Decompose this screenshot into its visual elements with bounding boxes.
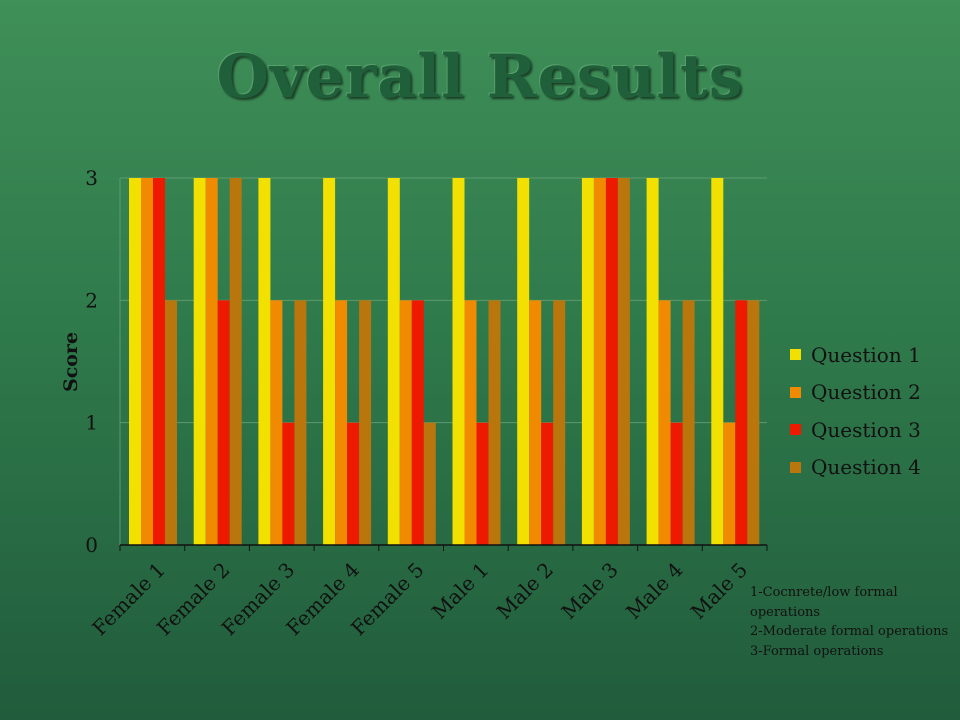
bar-question-1 — [323, 178, 336, 545]
y-tick-label: 2 — [85, 288, 98, 312]
bar-question-4 — [229, 178, 242, 545]
bar-question-4 — [617, 178, 630, 545]
score-key-line-1: 1-Cocnrete/low formal operations — [750, 585, 898, 620]
bar-question-1 — [711, 178, 724, 545]
score-key-note: 1-Cocnrete/low formal operations 2-Moder… — [750, 583, 950, 661]
bar-question-4 — [165, 300, 177, 545]
bar-question-2 — [205, 178, 218, 545]
legend-item-question-2: Question 2 — [790, 374, 921, 412]
legend-item-question-1: Question 1 — [790, 336, 921, 374]
x-tick-label: Male 5 — [686, 558, 752, 624]
legend-label-question-4: Question 4 — [811, 455, 921, 480]
legend-swatch-question-4 — [790, 461, 801, 473]
bar-question-3 — [476, 422, 489, 545]
page-title: Overall Results — [216, 42, 744, 112]
legend-label-question-1: Question 1 — [811, 342, 921, 367]
legend: Question 1 Question 2 Question 3 Questio… — [790, 336, 921, 486]
bar-question-4 — [553, 300, 566, 545]
bar-question-4 — [359, 300, 372, 545]
bar-question-4 — [294, 300, 307, 545]
bar-question-1 — [193, 178, 206, 545]
score-key-line-3: 3-Formal operations — [750, 643, 884, 659]
legend-item-question-4: Question 4 — [790, 449, 921, 487]
bar-question-3 — [217, 300, 230, 545]
bar-question-1 — [452, 178, 465, 545]
x-tick-label: Male 3 — [557, 558, 623, 624]
bar-question-2 — [399, 300, 412, 545]
bar-question-1 — [387, 178, 400, 545]
bar-question-3 — [735, 300, 748, 545]
bar-question-2 — [658, 300, 671, 545]
y-axis-label: Score — [60, 332, 82, 392]
bar-question-2 — [529, 300, 542, 545]
bar-question-4 — [747, 300, 760, 545]
x-tick-label: Male 4 — [621, 558, 687, 624]
bar-question-3 — [282, 422, 295, 545]
legend-label-question-3: Question 3 — [811, 417, 921, 442]
bar-question-2 — [593, 178, 606, 545]
bar-question-3 — [605, 178, 618, 545]
y-tick-label: 1 — [85, 411, 98, 435]
x-tick-label: Male 2 — [492, 558, 558, 624]
bar-question-4 — [682, 300, 695, 545]
bar-question-2 — [723, 422, 736, 545]
bar-question-1 — [581, 178, 594, 545]
legend-swatch-question-2 — [790, 386, 801, 398]
bar-question-2 — [464, 300, 477, 545]
bar-question-2 — [335, 300, 348, 545]
bar-question-1 — [517, 178, 530, 545]
score-key-line-2: 2-Moderate formal operations — [750, 624, 949, 639]
y-tick-label: 0 — [85, 533, 98, 557]
bar-question-3 — [347, 422, 360, 545]
y-tick-label: 3 — [85, 166, 98, 190]
legend-label-question-2: Question 2 — [811, 380, 921, 405]
legend-swatch-question-1 — [790, 349, 801, 361]
bar-question-4 — [423, 422, 436, 545]
bar-question-3 — [153, 178, 165, 545]
bar-question-3 — [541, 422, 554, 545]
bar-question-1 — [646, 178, 659, 545]
bar-question-2 — [270, 300, 283, 545]
bar-question-2 — [141, 178, 153, 545]
bar-question-3 — [411, 300, 424, 545]
x-tick-label: Male 1 — [427, 558, 493, 624]
bar-question-1 — [258, 178, 271, 545]
bar-question-4 — [488, 300, 501, 545]
bars — [129, 178, 760, 545]
legend-item-question-3: Question 3 — [790, 411, 921, 449]
bar-question-3 — [670, 422, 683, 545]
bar-question-1 — [129, 178, 141, 545]
legend-swatch-question-3 — [790, 424, 801, 436]
